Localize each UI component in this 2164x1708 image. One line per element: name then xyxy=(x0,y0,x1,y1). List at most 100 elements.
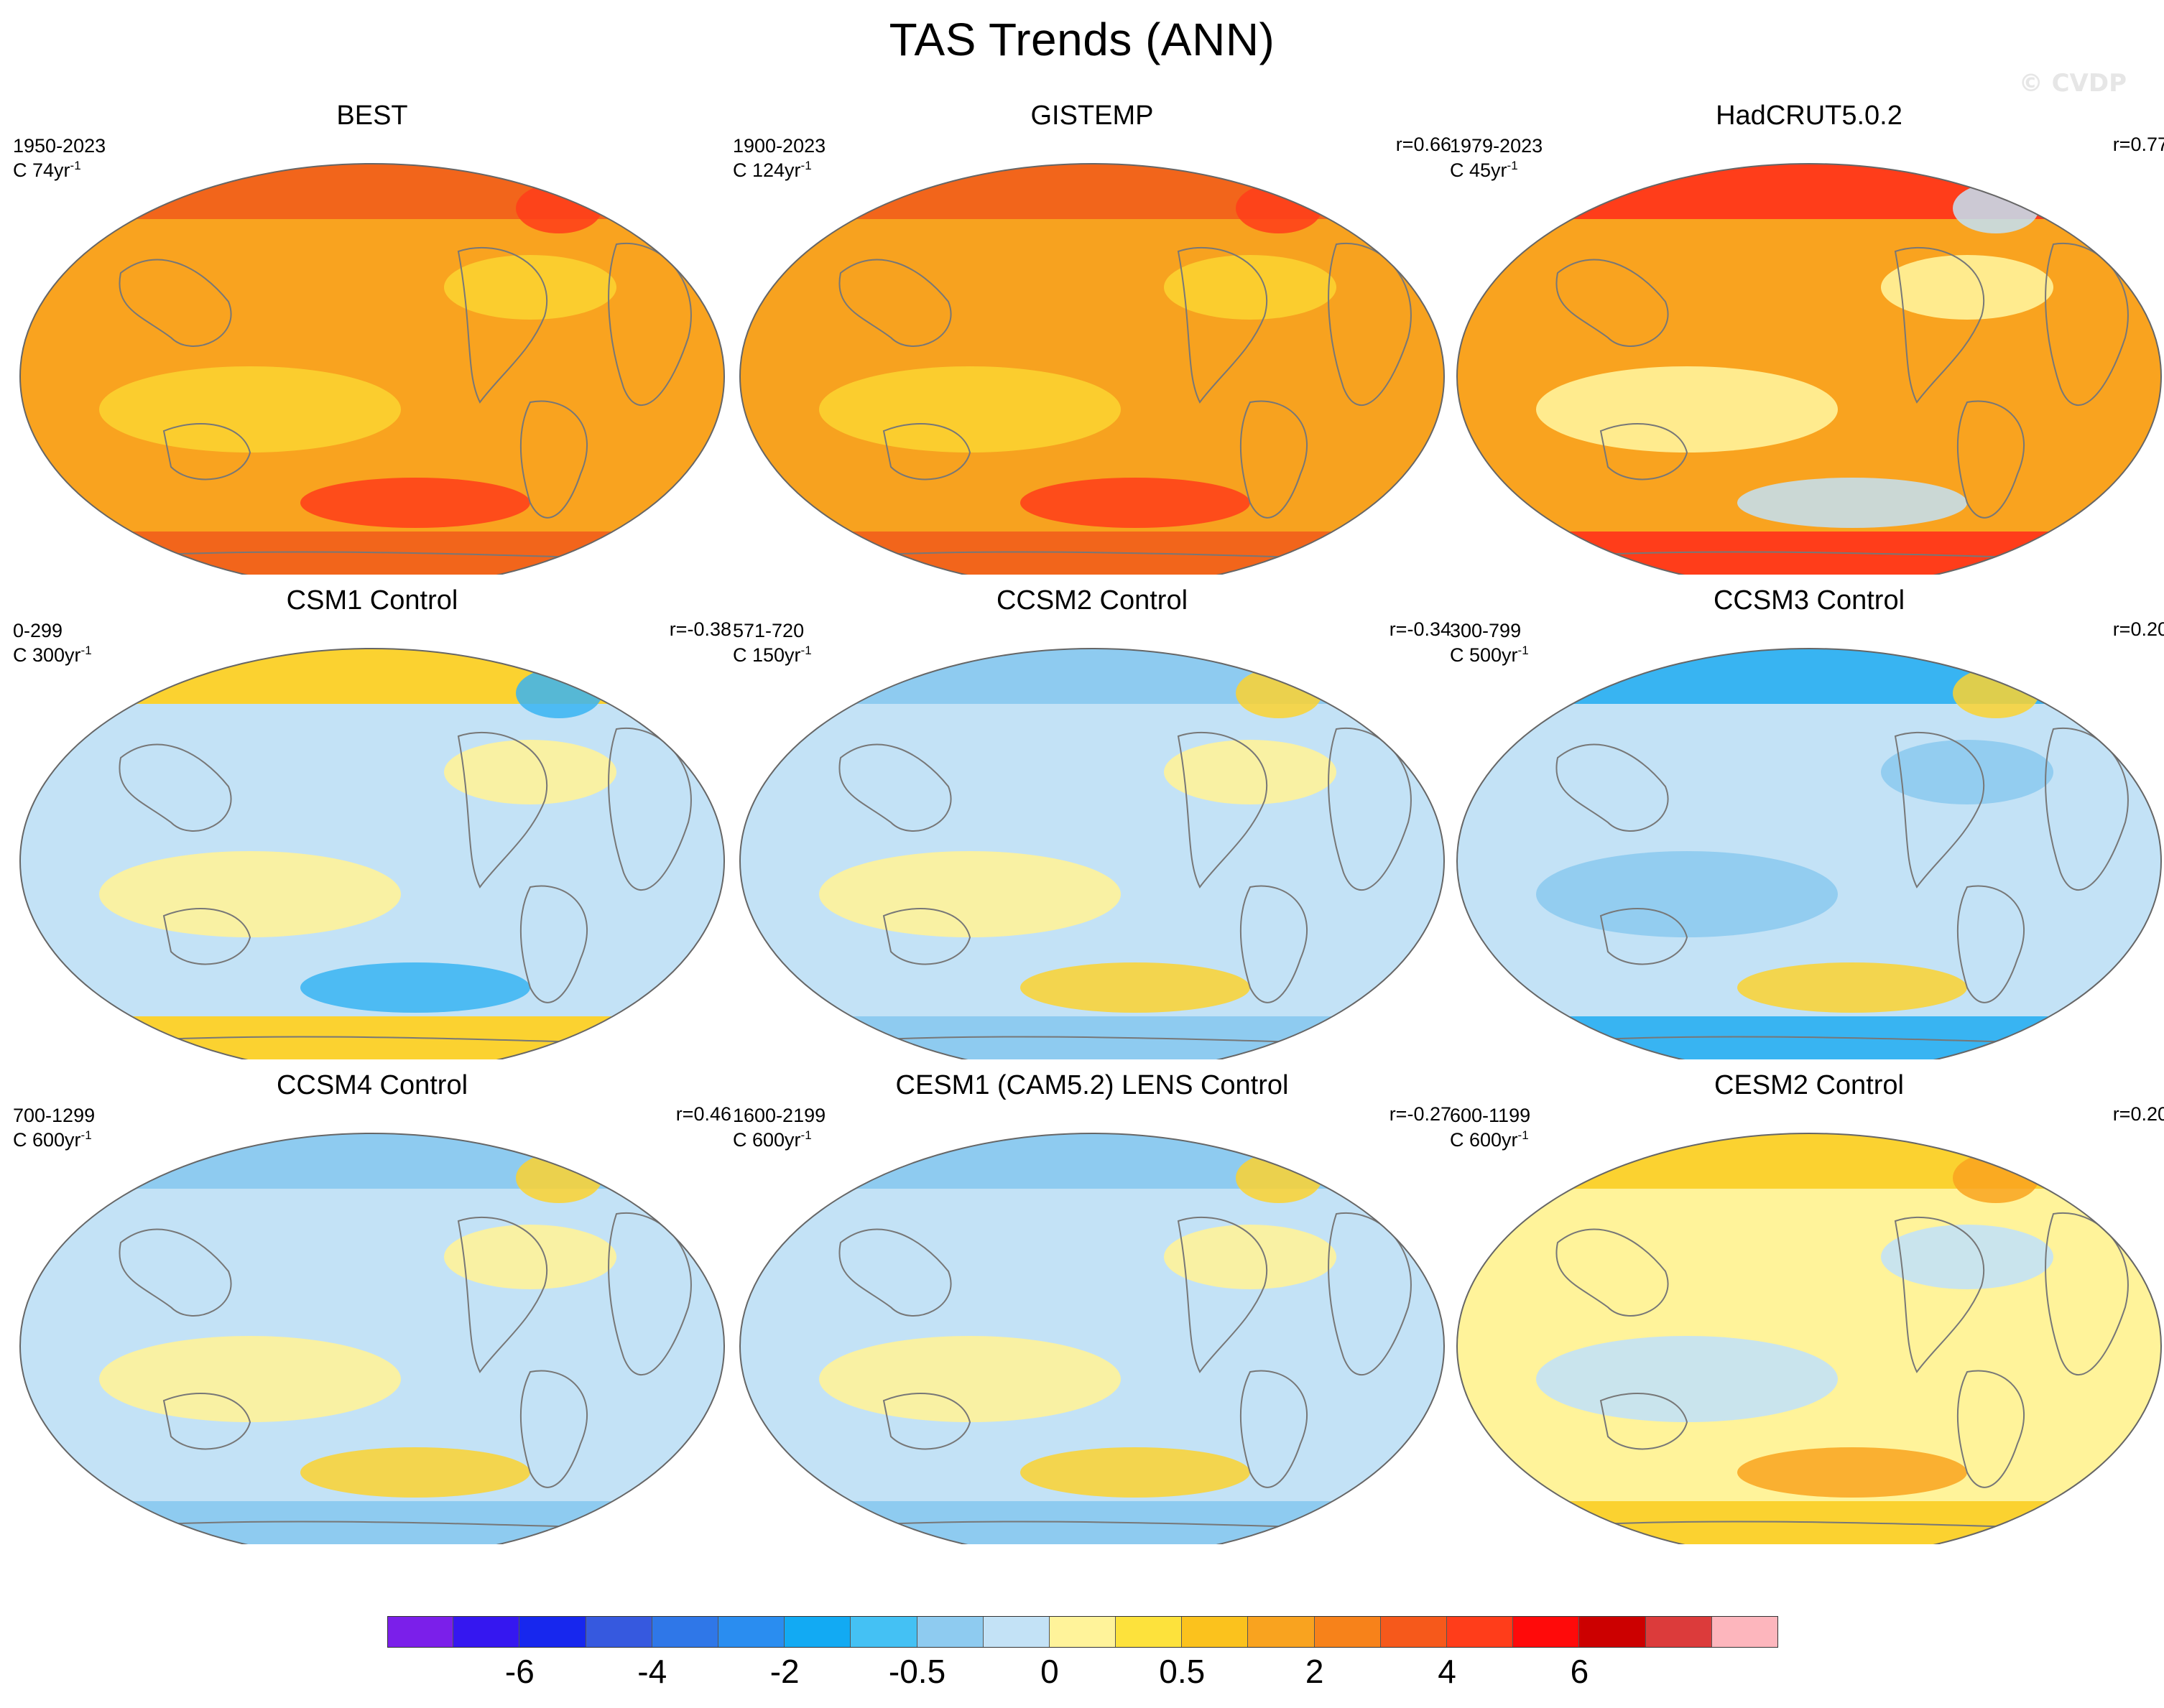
colorbar-swatch xyxy=(1579,1616,1646,1648)
panel-title: CCSM2 Control xyxy=(996,585,1188,616)
trend-length-exponent: -1 xyxy=(1517,644,1529,657)
period-label: 1950-2023 C 74yr-1 xyxy=(13,134,106,182)
pattern-correlation: r=0.66 xyxy=(1395,134,1451,155)
trend-length: C 600yr-1 xyxy=(13,1128,95,1152)
colorbar-frame xyxy=(387,1616,1778,1648)
trend-length-text: C 74yr xyxy=(13,159,70,181)
map-panel: CSM1 Control 0-299 C 300yr-1 r=-0.38 xyxy=(13,585,731,1059)
colorbar-tick-label: 2 xyxy=(1305,1653,1324,1690)
panel-title: BEST xyxy=(336,101,408,131)
world-map xyxy=(739,1133,1445,1544)
trend-length-text: C 600yr xyxy=(733,1129,801,1151)
trend-length: C 300yr-1 xyxy=(13,643,92,667)
period-label: 600-1199 C 600yr-1 xyxy=(1450,1103,1530,1152)
trend-length-text: C 300yr xyxy=(13,644,81,666)
trend-length-exponent: -1 xyxy=(1517,1128,1529,1142)
period-label: 700-1299 C 600yr-1 xyxy=(13,1103,95,1152)
colorbar-swatch xyxy=(387,1616,454,1648)
trend-length: C 45yr-1 xyxy=(1450,158,1543,182)
period-years: 700-1299 xyxy=(13,1105,96,1126)
pattern-correlation: r=-0.34 xyxy=(1389,618,1451,640)
trend-length-exponent: -1 xyxy=(1507,159,1518,172)
colorbar-tick-label: -0.5 xyxy=(888,1653,946,1690)
world-map xyxy=(19,648,725,1059)
trend-length-text: C 600yr xyxy=(1450,1129,1518,1151)
period-label: 571-720 C 150yr-1 xyxy=(733,618,812,667)
pattern-correlation: r=0.46 xyxy=(675,1103,731,1125)
world-map xyxy=(1456,648,2162,1059)
pattern-correlation: r=-0.38 xyxy=(669,618,731,640)
colorbar-swatch xyxy=(1711,1616,1778,1648)
trend-length-text: C 600yr xyxy=(13,1129,81,1151)
map-panel: BEST 1950-2023 C 74yr-1 xyxy=(13,101,731,575)
trend-length-exponent: -1 xyxy=(800,644,812,657)
figure-title: TAS Trends (ANN) xyxy=(889,14,1275,65)
map-panel: CCSM3 Control 300-799 C 500yr-1 r=0.20 xyxy=(1450,585,2164,1059)
period-label: 300-799 C 500yr-1 xyxy=(1450,618,1529,667)
colorbar-swatch xyxy=(519,1616,586,1648)
colorbar-tick-label: 0 xyxy=(1040,1653,1059,1690)
trend-length: C 600yr-1 xyxy=(1450,1128,1530,1152)
map-panel: CCSM2 Control 571-720 C 150yr-1 r=-0.34 xyxy=(733,585,1451,1059)
colorbar-swatch xyxy=(1513,1616,1580,1648)
colorbar-tick-label: -2 xyxy=(769,1653,800,1690)
world-map xyxy=(1456,163,2162,575)
trend-length: C 124yr-1 xyxy=(733,158,826,182)
colorbar-tick-label: -4 xyxy=(637,1653,667,1690)
panel-title: CCSM4 Control xyxy=(276,1070,468,1100)
trend-length: C 500yr-1 xyxy=(1450,643,1529,667)
colorbar-swatch xyxy=(851,1616,917,1648)
trend-length: C 150yr-1 xyxy=(733,643,812,667)
colorbar-swatch xyxy=(785,1616,851,1648)
map-panel: GISTEMP 1900-2023 C 124yr-1 r=0.66 xyxy=(733,101,1451,575)
colorbar-swatch xyxy=(1645,1616,1712,1648)
map-panel: CESM1 (CAM5.2) LENS Control 1600-2199 C 60… xyxy=(733,1070,1451,1544)
cvdp-watermark: © CVDP xyxy=(2018,69,2127,98)
colorbar-swatch xyxy=(1116,1616,1183,1648)
panel-title: HadCRUT5.0.2 xyxy=(1716,101,1902,131)
world-map xyxy=(19,1133,725,1544)
panel-title: GISTEMP xyxy=(1030,101,1154,131)
colorbar-swatch xyxy=(453,1616,520,1648)
trend-length-text: C 124yr xyxy=(733,159,801,181)
colorbar-tick-label: 0.5 xyxy=(1159,1653,1206,1690)
colorbar-swatch xyxy=(1049,1616,1116,1648)
pattern-correlation: r=0.20 xyxy=(2112,618,2164,640)
trend-length-exponent: -1 xyxy=(70,159,81,172)
period-years: 1900-2023 xyxy=(733,135,826,157)
panel-title: CESM1 (CAM5.2) LENS Control xyxy=(895,1070,1289,1100)
colorbar-tick-label: -6 xyxy=(504,1653,535,1690)
pattern-correlation: r=0.77 xyxy=(2112,134,2164,155)
trend-length: C 74yr-1 xyxy=(13,158,106,182)
trend-length-exponent: -1 xyxy=(80,644,92,657)
world-map xyxy=(1456,1133,2162,1544)
period-years: 1600-2199 xyxy=(733,1105,826,1126)
period-years: 1950-2023 xyxy=(13,135,106,157)
colorbar-swatch xyxy=(1314,1616,1381,1648)
world-map xyxy=(739,163,1445,575)
period-years: 600-1199 xyxy=(1450,1105,1531,1126)
period-years: 0-299 xyxy=(13,620,63,641)
period-label: 1900-2023 C 124yr-1 xyxy=(733,134,826,182)
colorbar-swatch xyxy=(1182,1616,1249,1648)
colorbar-swatch xyxy=(652,1616,718,1648)
map-panel: CESM2 Control 600-1199 C 600yr-1 r=0.20 xyxy=(1450,1070,2164,1544)
colorbar-tick-label: 6 xyxy=(1570,1653,1589,1690)
trend-length-text: C 500yr xyxy=(1450,644,1518,666)
colorbar-swatch xyxy=(718,1616,785,1648)
colorbar-swatch xyxy=(1447,1616,1514,1648)
colorbar-swatch xyxy=(983,1616,1050,1648)
colorbar xyxy=(387,1616,1778,1648)
map-panel: CCSM4 Control 700-1299 C 600yr-1 r=0.46 xyxy=(13,1070,731,1544)
period-years: 1979-2023 xyxy=(1450,135,1543,157)
trend-length-text: C 45yr xyxy=(1450,159,1507,181)
trend-length: C 600yr-1 xyxy=(733,1128,826,1152)
panel-title: CSM1 Control xyxy=(286,585,458,616)
colorbar-tick-label: 4 xyxy=(1438,1653,1456,1690)
colorbar-swatch xyxy=(586,1616,652,1648)
map-panel: HadCRUT5.0.2 1979-2023 C 45yr-1 r=0.77 xyxy=(1450,101,2164,575)
trend-length-exponent: -1 xyxy=(80,1128,92,1142)
trend-length-exponent: -1 xyxy=(800,159,812,172)
colorbar-swatch xyxy=(1380,1616,1448,1648)
period-label: 1600-2199 C 600yr-1 xyxy=(733,1103,826,1152)
